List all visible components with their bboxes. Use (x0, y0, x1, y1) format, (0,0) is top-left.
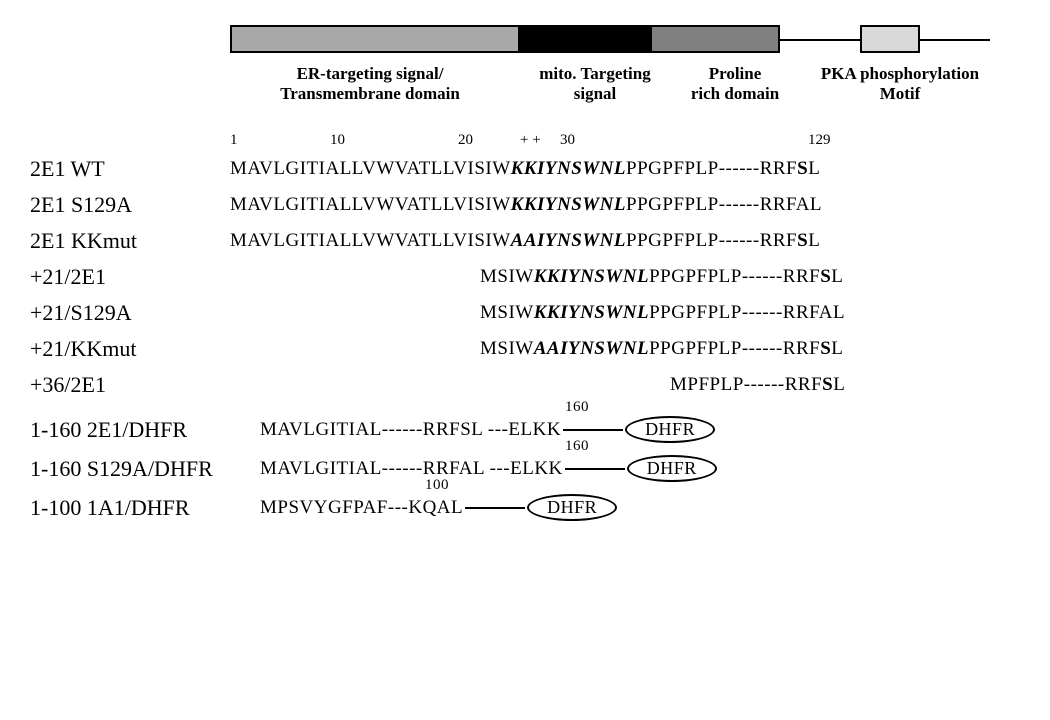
construct-label: 2E1 KKmut (30, 228, 230, 254)
sequence-text: MSIWKKIYNSWNLPPGPFPLP------RRFSL (230, 266, 843, 288)
fusion-sequence: 160MAVLGITIAL------RRFSL ---ELKKDHFR (260, 416, 715, 443)
fusion-construct-block: 1-160 2E1/DHFR 160MAVLGITIAL------RRFSL -… (30, 416, 1020, 521)
fusion-seq-text: MAVLGITIAL------RRFAL ---ELKK (260, 458, 563, 480)
domain-label: mito. Targetingsignal (525, 64, 665, 105)
sequence-row: +21/S129AMSIWKKIYNSWNLPPGPFPLP------RRFA… (30, 300, 1020, 326)
fusion-sequence: 100MPSVYGFPAF---KQALDHFR (260, 494, 617, 521)
position-mark: 129 (808, 132, 831, 149)
fusion-label: 1-160 S129A/DHFR (30, 456, 260, 482)
fusion-seq-text: MPSVYGFPAF---KQAL (260, 497, 463, 519)
construct-label: +36/2E1 (30, 372, 230, 398)
sequence-row: 2E1 S129AMAVLGITIALLVWVATLLVISIWKKIYNSWN… (30, 192, 1020, 218)
position-number: 160 (565, 399, 589, 416)
fusion-row: 1-100 1A1/DHFR100MPSVYGFPAF---KQALDHFR (30, 494, 1020, 521)
construct-label: 2E1 WT (30, 156, 230, 182)
domain-schematic (230, 20, 990, 60)
domain-box (230, 25, 520, 53)
domain-box (650, 25, 780, 53)
sequence-row: +21/2E1MSIWKKIYNSWNLPPGPFPLP------RRFSL (30, 264, 1020, 290)
sequence-text: MAVLGITIALLVWVATLLVISIWKKIYNSWNLPPGPFPLP… (230, 194, 822, 216)
fusion-row: 1-160 2E1/DHFR160MAVLGITIAL------RRFSL -… (30, 416, 1020, 443)
position-number: 160 (565, 438, 589, 455)
fusion-label: 1-160 2E1/DHFR (30, 417, 260, 443)
linker-line (920, 39, 990, 41)
sequence-text: MPFPLP------RRFSL (230, 374, 845, 396)
construct-label: +21/S129A (30, 300, 230, 326)
domain-box (860, 25, 920, 53)
position-mark: + + (520, 132, 541, 149)
sequence-text: MSIWKKIYNSWNLPPGPFPLP------RRFAL (230, 302, 845, 324)
sequence-block: 2E1 WTMAVLGITIALLVWVATLLVISIWKKIYNSWNLPP… (30, 156, 1020, 398)
domain-labels: ER-targeting signal/Transmembrane domain… (230, 64, 990, 124)
dhfr-oval: DHFR (527, 494, 617, 521)
sequence-text: MAVLGITIALLVWVATLLVISIWAAIYNSWNLPPGPFPLP… (230, 230, 820, 252)
domain-label: PKA phosphorylationMotif (800, 64, 1000, 105)
fusion-seq-text: MAVLGITIAL------RRFSL ---ELKK (260, 419, 561, 441)
sequence-text: MAVLGITIALLVWVATLLVISIWKKIYNSWNLPPGPFPLP… (230, 158, 820, 180)
fusion-row: 1-160 S129A/DHFR160MAVLGITIAL------RRFAL… (30, 455, 1020, 482)
dhfr-oval: DHFR (625, 416, 715, 443)
construct-label: +21/2E1 (30, 264, 230, 290)
position-mark: 20 (458, 132, 473, 149)
position-mark: 10 (330, 132, 345, 149)
domain-label: ER-targeting signal/Transmembrane domain (220, 64, 520, 105)
sequence-row: 2E1 WTMAVLGITIALLVWVATLLVISIWKKIYNSWNLPP… (30, 156, 1020, 182)
sequence-row: 2E1 KKmutMAVLGITIALLVWVATLLVISIWAAIYNSWN… (30, 228, 1020, 254)
construct-label: +21/KKmut (30, 336, 230, 362)
connector-line (565, 468, 625, 470)
sequence-row: +21/KKmutMSIWAAIYNSWNLPPGPFPLP------RRFS… (30, 336, 1020, 362)
connector-line (465, 507, 525, 509)
linker-line (780, 39, 860, 41)
sequence-row: +36/2E1MPFPLP------RRFSL (30, 372, 1020, 398)
domain-label: Prolinerich domain (670, 64, 800, 105)
fusion-sequence: 160MAVLGITIAL------RRFAL ---ELKKDHFR (260, 455, 717, 482)
position-mark: 1 (230, 132, 238, 149)
sequence-text: MSIWAAIYNSWNLPPGPFPLP------RRFSL (230, 338, 843, 360)
position-mark: 30 (560, 132, 575, 149)
fusion-label: 1-100 1A1/DHFR (30, 495, 260, 521)
position-marks: 1 10 20 + + 30 129 (230, 132, 990, 154)
dhfr-oval: DHFR (627, 455, 717, 482)
domain-box (520, 25, 650, 53)
construct-label: 2E1 S129A (30, 192, 230, 218)
connector-line (563, 429, 623, 431)
position-number: 100 (425, 477, 449, 494)
